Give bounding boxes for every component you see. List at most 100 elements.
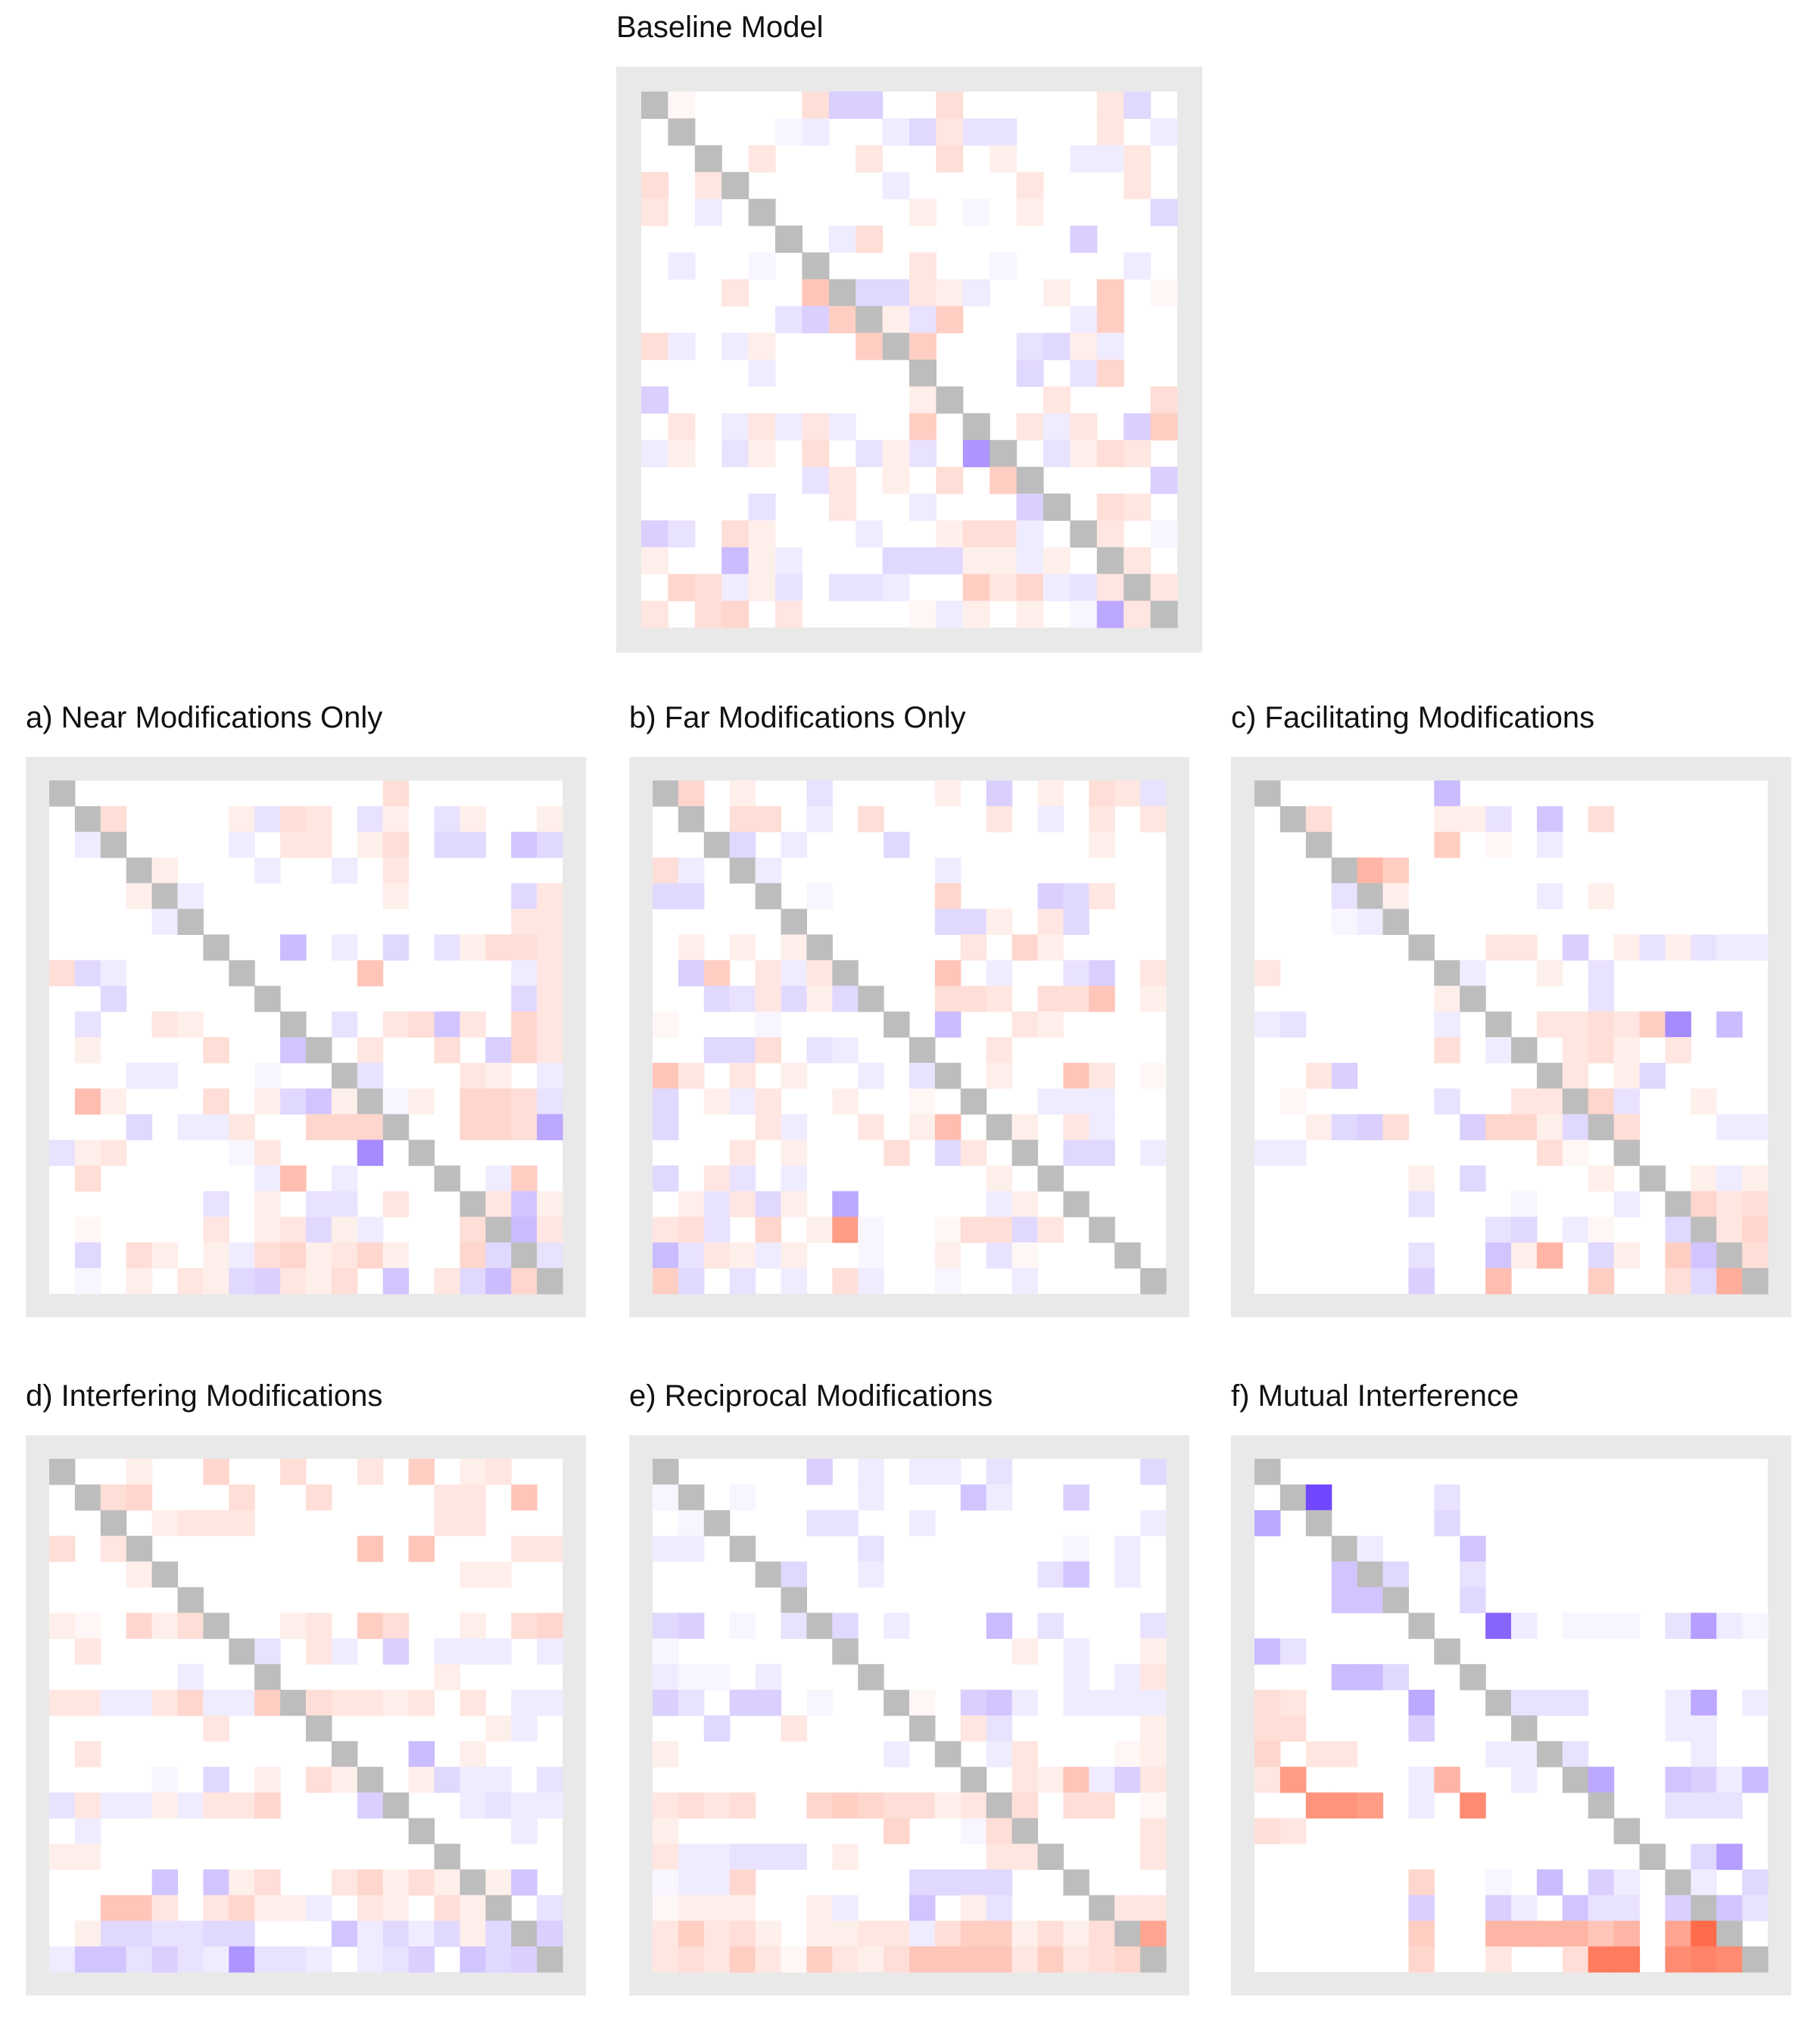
heatmap-cell <box>1037 1766 1064 1793</box>
heatmap-cell <box>1016 360 1044 387</box>
heatmap-cell <box>828 466 856 494</box>
heatmap-cell <box>703 986 731 1012</box>
heatmap-cell <box>1089 1921 1115 1947</box>
panel-title: b) Far Modifications Only <box>629 701 966 734</box>
heatmap-cell <box>729 1268 756 1295</box>
heatmap-cell <box>960 934 987 961</box>
heatmap-cell <box>382 1638 410 1665</box>
heatmap-interfering <box>26 1435 586 1996</box>
heatmap-cell <box>1357 1535 1384 1563</box>
heatmap-cell <box>460 1088 486 1115</box>
heatmap-cell <box>960 1869 987 1896</box>
diagonal-cell <box>909 1715 936 1742</box>
heatmap-cell <box>858 1535 884 1563</box>
heatmap-cell <box>1408 1242 1435 1269</box>
heatmap-cell <box>1639 1062 1666 1089</box>
heatmap-cell <box>960 1818 987 1845</box>
heatmap-cell <box>1639 934 1666 961</box>
heatmap-cell <box>1254 1766 1281 1793</box>
heatmap-cell <box>1089 1766 1115 1793</box>
heatmap-cell <box>828 413 856 441</box>
heatmap-cell <box>1742 1766 1769 1793</box>
heatmap-cell <box>703 960 731 986</box>
heatmap-cell <box>203 1766 229 1793</box>
heatmap-cell <box>229 1268 255 1295</box>
heatmap-cell <box>1037 883 1064 910</box>
heatmap-cell <box>1124 252 1152 280</box>
heatmap-cell <box>485 1191 512 1217</box>
heatmap-cell <box>331 1242 358 1269</box>
heatmap-cell <box>1742 1612 1769 1639</box>
heatmap-cell <box>1016 574 1044 602</box>
heatmap-cell <box>781 1139 807 1167</box>
heatmap-cell <box>203 1459 229 1485</box>
heatmap-cell <box>382 1690 410 1716</box>
heatmap-cell <box>653 1088 679 1115</box>
heatmap-cell <box>856 92 884 119</box>
heatmap-cell <box>909 118 937 146</box>
heatmap-cell <box>254 1062 281 1089</box>
diagonal-cell <box>1562 1766 1589 1793</box>
heatmap-cell <box>858 1484 884 1511</box>
diagonal-cell <box>434 1843 460 1870</box>
heatmap-cell <box>203 1114 229 1141</box>
heatmap-cell <box>1037 1088 1064 1115</box>
heatmap-cell <box>1331 1561 1358 1588</box>
heatmap-cell <box>1588 1766 1615 1793</box>
heatmap-cell <box>909 1114 936 1141</box>
diagonal-cell <box>1691 1217 1717 1243</box>
heatmap-cell <box>806 1792 833 1819</box>
diagonal-cell <box>1011 1818 1039 1845</box>
heatmap-cell <box>280 1268 307 1295</box>
heatmap-cell <box>280 1217 307 1243</box>
heatmap-cell <box>1588 960 1615 986</box>
heatmap-cell <box>1016 413 1044 441</box>
heatmap-cell <box>357 1062 384 1089</box>
heatmap-cell <box>858 805 884 833</box>
diagonal-cell <box>986 1792 1013 1819</box>
heatmap-cell <box>936 520 964 548</box>
heatmap-cell <box>729 934 756 961</box>
diagonal-cell <box>331 1740 358 1768</box>
panel-title: a) Near Modifications Only <box>26 701 383 734</box>
heatmap-cell <box>1016 520 1044 548</box>
heatmap-cell <box>1140 1459 1167 1485</box>
heatmap-cell <box>1588 1088 1615 1115</box>
heatmap-cell <box>1588 1242 1615 1269</box>
heatmap-cell <box>126 1242 153 1269</box>
diagonal-cell <box>1043 494 1071 521</box>
heatmap-cell <box>1408 1268 1435 1295</box>
heatmap-cell <box>1408 1792 1435 1819</box>
diagonal-cell <box>1279 1484 1307 1511</box>
heatmap-cell <box>460 1268 486 1295</box>
heatmap-cell <box>832 1843 859 1870</box>
heatmap-cell <box>1063 1946 1089 1973</box>
heatmap-cell <box>331 1011 358 1038</box>
heatmap-cell <box>986 960 1013 986</box>
heatmap-cell <box>460 1946 486 1973</box>
diagonal-cell <box>828 279 856 307</box>
heatmap-cell <box>694 574 722 602</box>
heatmap-cell <box>858 1946 884 1973</box>
heatmap-cell <box>755 805 782 833</box>
diagonal-cell <box>434 1165 460 1192</box>
heatmap-cell <box>884 1139 910 1167</box>
heatmap-cell <box>1096 118 1124 146</box>
heatmap-cell <box>203 1037 229 1064</box>
heatmap-cell <box>74 1139 101 1167</box>
heatmap-cell <box>909 1792 936 1819</box>
diagonal-cell <box>49 1459 76 1485</box>
heatmap-cell <box>653 1165 679 1192</box>
heatmap-cell <box>280 805 307 833</box>
heatmap-cell <box>1691 1268 1717 1295</box>
heatmap-cell <box>1043 547 1071 575</box>
heatmap-cell <box>1460 960 1486 986</box>
heatmap-cell <box>1140 1715 1167 1742</box>
heatmap-cell <box>884 1946 910 1973</box>
heatmap-cell <box>934 1217 961 1243</box>
heatmap-cell <box>832 986 859 1012</box>
diagonal-cell <box>1665 1191 1691 1217</box>
heatmap-cell <box>1357 1114 1384 1141</box>
diagonal-cell <box>485 1895 512 1921</box>
heatmap-cell <box>653 1217 679 1243</box>
